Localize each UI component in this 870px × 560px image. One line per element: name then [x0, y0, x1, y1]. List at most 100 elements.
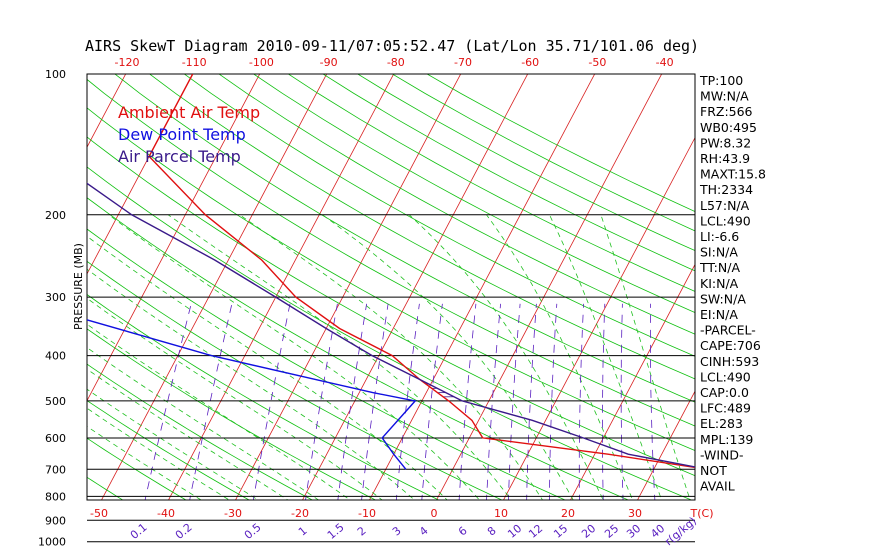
stability-index: L57:N/A [700, 198, 750, 213]
dry-adiabat-line [218, 74, 695, 335]
stability-index: TH:2334 [699, 182, 753, 197]
top-temp-tick-label: -50 [588, 56, 606, 69]
top-temp-tick-label: -80 [387, 56, 405, 69]
dry-adiabat-line [87, 363, 314, 500]
stability-index: CAPE:706 [700, 338, 761, 353]
top-temp-tick-label: -90 [320, 56, 338, 69]
mixing-ratio-tick-label: 20 [579, 522, 598, 541]
mixing-ratio-tick-label: 0.5 [242, 521, 264, 542]
mixing-ratio-line [602, 303, 606, 500]
stability-index: -PARCEL- [700, 323, 756, 338]
isobar-lines [86, 73, 696, 543]
top-temp-tick-label: -40 [656, 56, 674, 69]
moist-adiabat-line [600, 214, 691, 500]
bottom-temp-tick-label: -50 [90, 507, 108, 520]
mixing-ratio-line [620, 303, 624, 500]
stability-index: LFC:489 [700, 401, 751, 416]
ambient-temp-line [148, 74, 695, 469]
mixing-ratio-tick-label: 8 [485, 524, 499, 538]
mixing-ratio-tick-label: 30 [624, 522, 643, 541]
profile-lines [87, 74, 695, 470]
stability-index: LI:-6.6 [700, 229, 739, 244]
stability-index: SI:N/A [700, 245, 738, 260]
mixing-ratio-line [189, 303, 233, 500]
bottom-temp-tick-label: -20 [291, 507, 309, 520]
stability-index: MAXT:15.8 [700, 167, 766, 182]
dry-adiabat-line [87, 197, 630, 500]
moist-adiabat-line [87, 388, 259, 500]
dry-adiabat-line [87, 400, 250, 500]
stability-index: CAP:0.0 [700, 385, 749, 400]
bottom-temp-tick-label: 10 [494, 507, 508, 520]
isotherm-line [637, 390, 695, 500]
mixing-ratio-line [252, 303, 291, 500]
mixing-ratio-line [507, 303, 521, 500]
top-temp-tick-label: -110 [182, 56, 207, 69]
stability-index: FRZ:566 [700, 104, 753, 119]
stability-index: RH:43.9 [700, 151, 750, 166]
bottom-temp-tick-label: T(C) [690, 507, 714, 520]
moist-adiabat-line [108, 214, 480, 500]
dry-adiabat-line [148, 74, 695, 380]
pressure-tick-label: 500 [45, 395, 66, 408]
dry-adiabat-line [87, 107, 695, 451]
mixing-ratio-tick-label: 4 [417, 524, 431, 538]
y-axis-label: PRESSURE (MB) [72, 243, 85, 330]
moist-adiabat-line [549, 214, 663, 500]
mixing-ratio-tick-label: 25 [602, 522, 621, 541]
dry-adiabat-line [287, 74, 695, 292]
bottom-temp-tick-label: -10 [358, 507, 376, 520]
top-temp-tick-label: -100 [249, 56, 274, 69]
moist-adiabat-line [87, 368, 289, 500]
dry-adiabat-line [426, 74, 695, 212]
isotherm-line [570, 263, 695, 500]
chart-title: AIRS SkewT Diagram 2010-09-11/07:05:52.4… [85, 37, 699, 55]
dry-adiabat-line [322, 74, 695, 272]
pressure-tick-label: 1000 [38, 536, 66, 549]
mixing-ratio-tick-label: 1.5 [325, 521, 347, 542]
stability-index: CINH:593 [700, 354, 759, 369]
pressure-tick-label: 100 [45, 68, 66, 81]
pressure-tick-label: 900 [45, 514, 66, 527]
stability-index: EL:283 [700, 416, 743, 431]
top-temp-tick-label: -70 [454, 56, 472, 69]
pressure-tick-label: 400 [45, 350, 66, 363]
mixing-ratio-line [548, 303, 558, 500]
moist-adiabat-line [322, 214, 574, 500]
stability-index: MW:N/A [700, 89, 749, 104]
bottom-temp-tick-label: -30 [224, 507, 242, 520]
isotherm-line [503, 136, 695, 500]
mixing-ratio-tick-label: 0.1 [128, 521, 150, 542]
isotherm-line [87, 74, 127, 149]
mixing-ratio-tick-label: 10 [505, 522, 524, 541]
mixing-ratio-tick-label: 12 [526, 522, 545, 541]
bottom-temp-tick-label: 30 [628, 507, 642, 520]
stability-index: LCL:490 [700, 213, 751, 228]
moist-adiabat-line [87, 235, 448, 500]
dry-adiabat-line [114, 74, 695, 403]
dry-adiabat-line [87, 294, 440, 500]
moist-adiabat-line [486, 214, 634, 500]
moist-adiabat-line [87, 268, 416, 500]
moist-adiabat-line [87, 297, 383, 500]
legend: Ambient Air Temp Dew Point Temp Air Parcel… [118, 103, 260, 166]
stability-index: MPL:139 [700, 432, 753, 447]
bottom-temp-tick-label: 0 [431, 507, 438, 520]
stability-indices: TP:100MW:N/AFRZ:566WB0:495PW:8.32RH:43.9… [699, 73, 766, 494]
dry-adiabat-line [87, 136, 695, 477]
dry-adiabat-line [87, 228, 567, 500]
mixing-ratio-tick-label: 15 [551, 522, 570, 541]
isotherm-line [436, 74, 663, 500]
parcel-temp-line [87, 182, 695, 468]
stability-index: TP:100 [699, 73, 743, 88]
stability-index: LCL:490 [700, 369, 751, 384]
legend-entry: Ambient Air Temp [118, 103, 260, 122]
dry-adiabat-line [87, 78, 695, 427]
isotherm-line [101, 74, 328, 500]
stability-index: NOT [700, 463, 727, 478]
dry-adiabat-line [87, 166, 693, 500]
isotherm-line [168, 74, 395, 500]
pressure-tick-label: 200 [45, 209, 66, 222]
pressure-tick-label: 800 [45, 490, 66, 503]
